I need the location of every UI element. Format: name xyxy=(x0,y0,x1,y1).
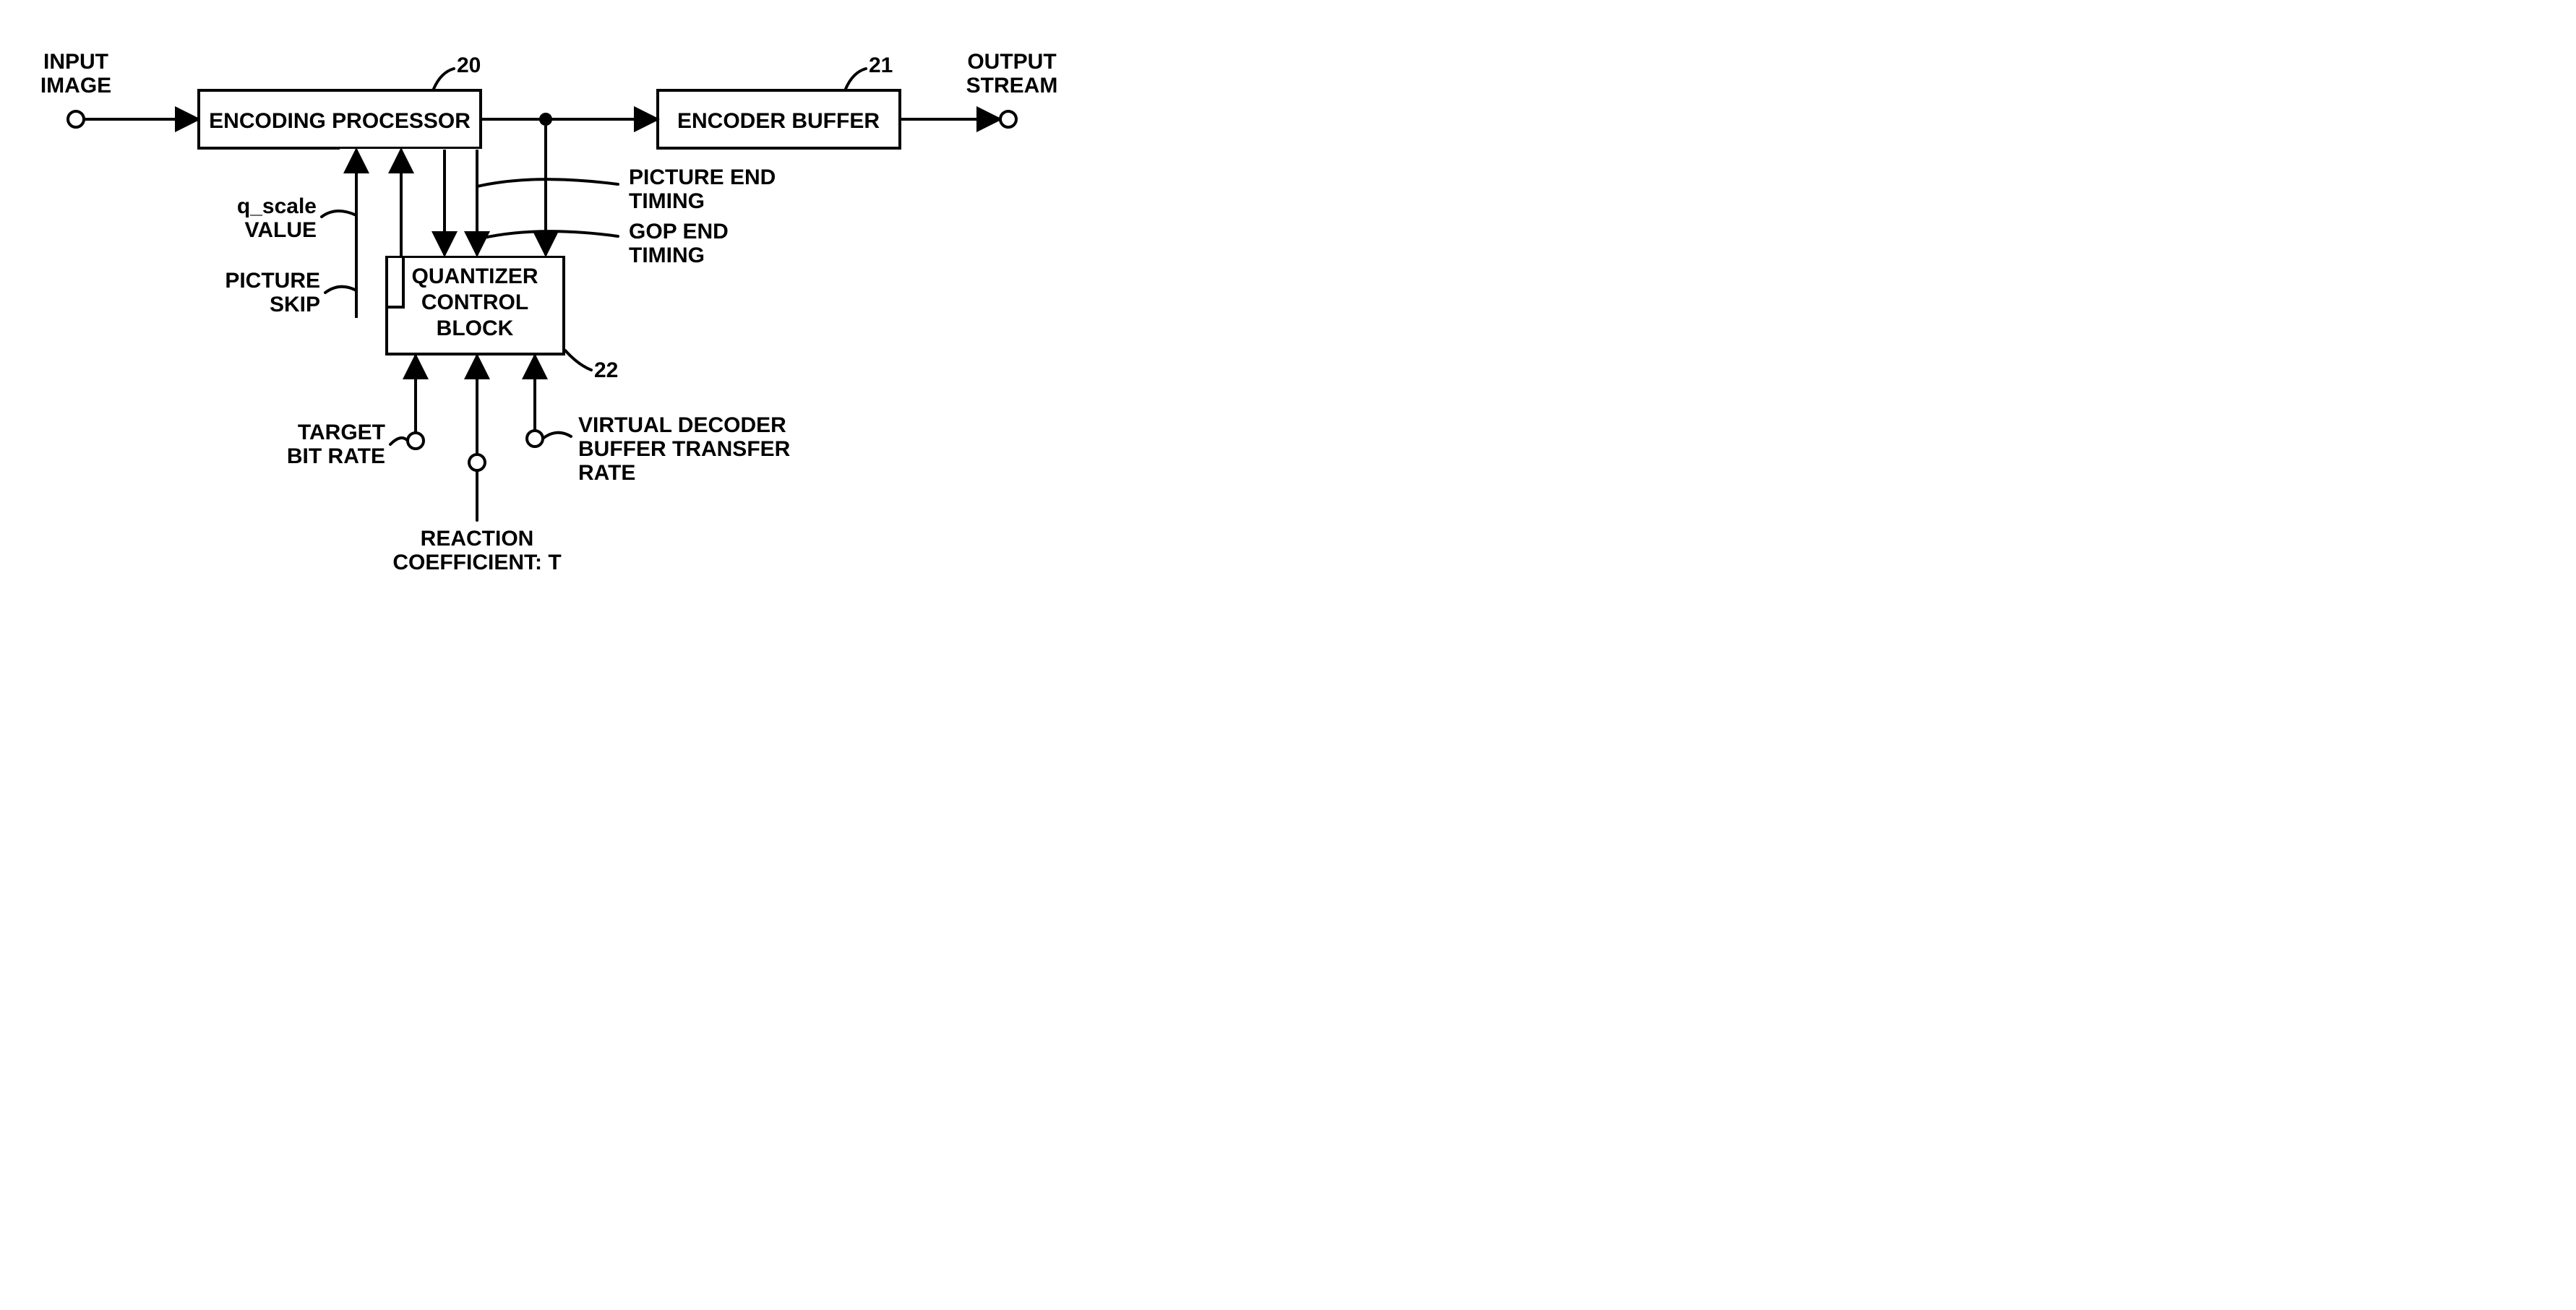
qcb-label-3: BLOCK xyxy=(437,316,514,340)
input-image-port xyxy=(68,111,84,127)
gop-end-label-2: TIMING xyxy=(629,244,705,267)
target-bitrate-label-1: TARGET xyxy=(298,421,385,444)
encoding-processor-label: ENCODING PROCESSOR xyxy=(209,109,471,133)
block-diagram: INPUT IMAGE ENCODING PROCESSOR 20 ENCODE… xyxy=(0,0,1113,585)
picture-end-label-2: TIMING xyxy=(629,189,705,213)
output-stream-label-1: OUTPUT xyxy=(967,50,1056,74)
output-stream-port xyxy=(1000,111,1016,127)
tap-junction-final xyxy=(539,113,552,126)
virtual-decoder-label-3: RATE xyxy=(578,461,635,485)
qcb-label-1: QUANTIZER xyxy=(412,264,538,288)
qscale-label-1: q_scale xyxy=(237,194,317,218)
input-image-label-2: IMAGE xyxy=(40,74,111,98)
virtual-decoder-label-1: VIRTUAL DECODER xyxy=(578,413,786,437)
ref20-label: 20 xyxy=(457,53,481,77)
reaction-coeff-label-2: COEFFICIENT: T xyxy=(392,551,561,574)
target-bitrate-label-2: BIT RATE xyxy=(287,444,385,468)
qcb-label-2: CONTROL xyxy=(421,290,528,314)
virtual-decoder-port xyxy=(527,431,543,447)
qscale-label-2: VALUE xyxy=(245,218,317,242)
ref22-label: 22 xyxy=(594,358,618,382)
leader-target-bitrate xyxy=(390,438,408,444)
target-bitrate-port xyxy=(408,433,424,449)
ref21-leader xyxy=(846,69,866,89)
gop-end-label-1: GOP END xyxy=(629,220,729,244)
ref22-leader xyxy=(565,350,591,370)
leader-virtual-decoder xyxy=(543,433,571,439)
picture-skip-label-1: PICTURE xyxy=(225,269,320,293)
picture-end-label-1: PICTURE END xyxy=(629,165,776,189)
ref20-leader xyxy=(434,69,454,89)
picture-skip-label-2: SKIP xyxy=(270,293,320,316)
ref21-label: 21 xyxy=(869,53,893,77)
reaction-coeff-label-1: REACTION xyxy=(421,527,534,551)
reaction-coeff-port xyxy=(469,454,485,470)
output-stream-label-2: STREAM xyxy=(966,74,1058,98)
encoder-buffer-label: ENCODER BUFFER xyxy=(677,109,880,133)
input-image-label-1: INPUT xyxy=(43,50,108,74)
virtual-decoder-label-2: BUFFER TRANSFER xyxy=(578,437,791,461)
